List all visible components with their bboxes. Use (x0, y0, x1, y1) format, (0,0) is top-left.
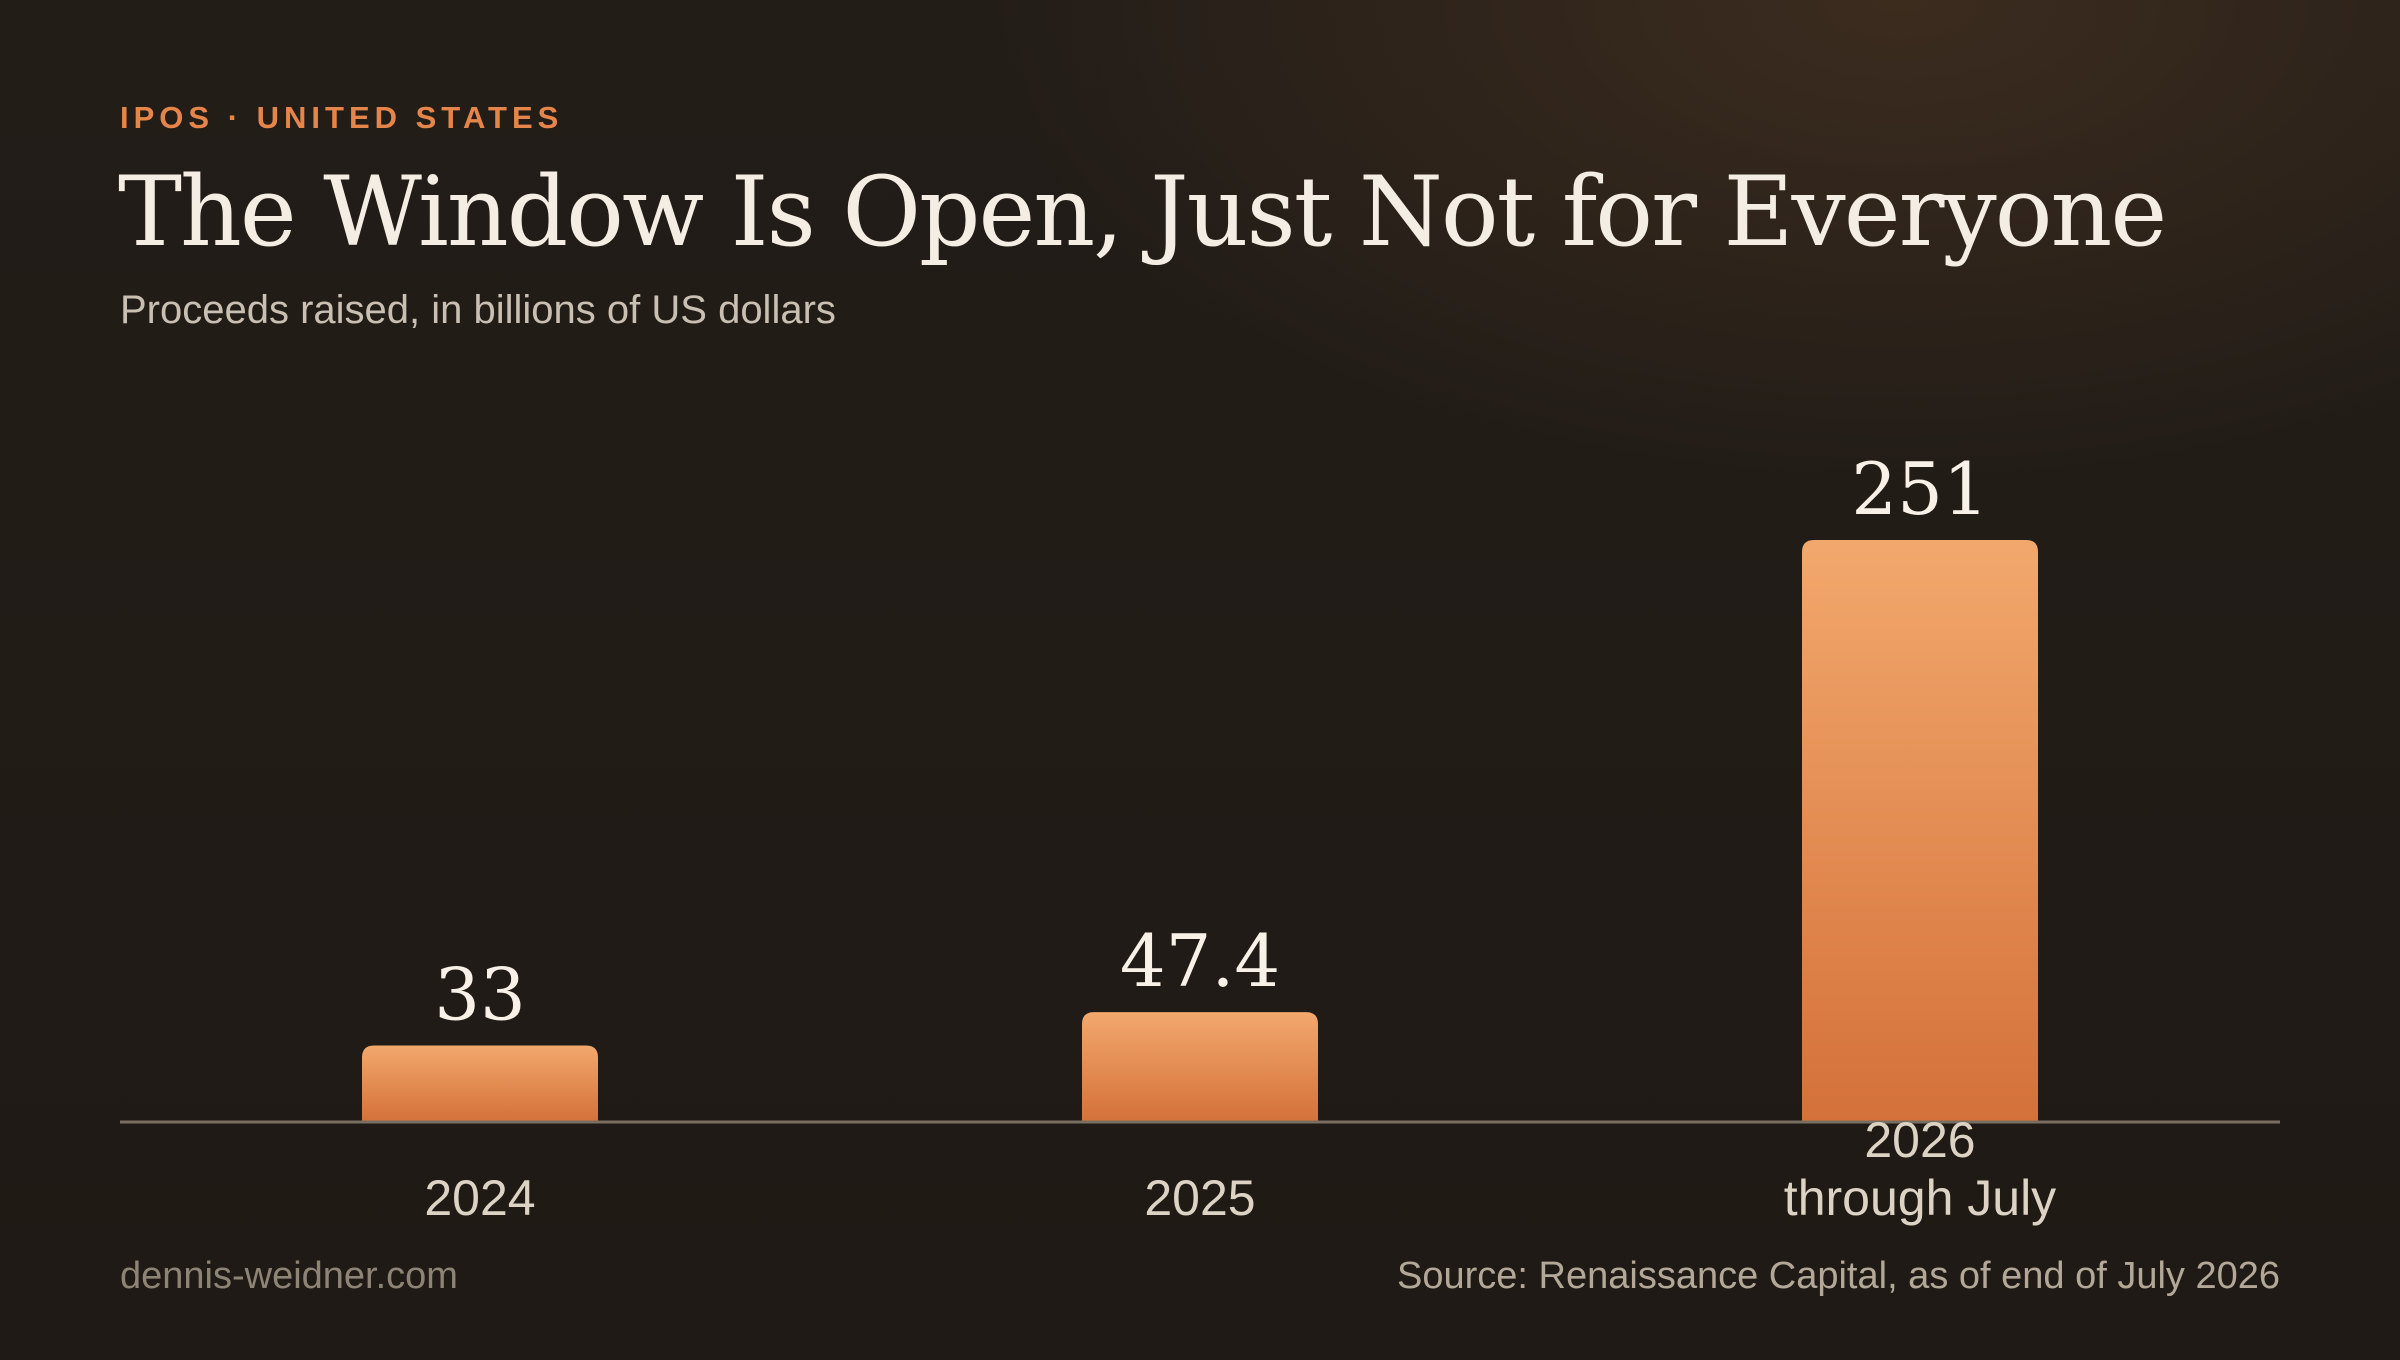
bar-0 (362, 1045, 598, 1122)
chart-kicker: IPOS · UNITED STATES (120, 100, 564, 135)
category-label-2-line-0: 2026 (1864, 1112, 1975, 1168)
bar-value-label-2: 251 (1851, 447, 1988, 531)
chart-title: The Window Is Open, Just Not for Everyon… (118, 156, 2167, 268)
category-label-1-line-0: 2025 (1144, 1170, 1255, 1226)
bars-layer (362, 540, 2038, 1122)
chart-subtitle: Proceeds raised, in billions of US dolla… (120, 288, 836, 332)
category-label-0-line-0: 2024 (424, 1170, 535, 1226)
bar-value-label-1: 47.4 (1120, 919, 1280, 1003)
bar-1 (1082, 1012, 1318, 1122)
footer-site: dennis-weidner.com (120, 1255, 458, 1297)
bar-2 (1802, 540, 2038, 1122)
category-label-2-line-1: through July (1784, 1170, 2056, 1226)
footer-source: Source: Renaissance Capital, as of end o… (1397, 1255, 2280, 1297)
bar-value-label-0: 33 (434, 952, 526, 1036)
